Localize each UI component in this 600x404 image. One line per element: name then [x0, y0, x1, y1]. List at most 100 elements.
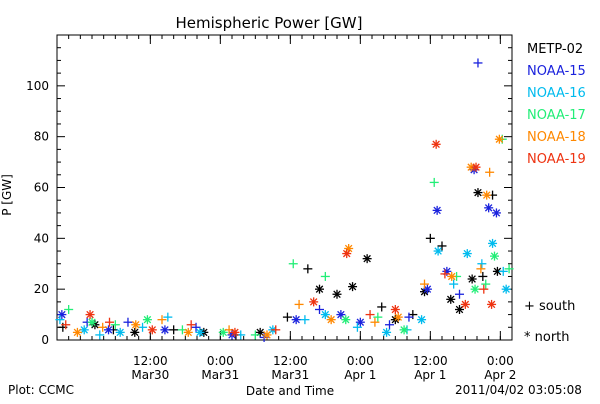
point-south — [303, 264, 313, 274]
x-tick-sublabel: Apr 2 — [484, 368, 516, 382]
point-south — [320, 271, 330, 281]
point-south — [282, 312, 292, 322]
y-tick-label: 40 — [34, 231, 49, 245]
series-noaa-16 — [55, 238, 511, 340]
point-south — [504, 264, 514, 274]
point-south — [429, 177, 439, 187]
point-north — [341, 315, 351, 325]
point-north — [470, 284, 480, 294]
point-north — [85, 310, 95, 320]
point-south — [95, 330, 105, 340]
point-north — [393, 312, 403, 322]
point-south — [485, 167, 495, 177]
point-south — [455, 289, 464, 299]
x-tick-label: 0:00 — [487, 354, 514, 368]
point-north — [255, 327, 265, 337]
series-noaa-15 — [57, 58, 501, 342]
x-tick-label: 12:00 — [273, 354, 308, 368]
plot-credit: Plot: CCMC — [8, 383, 74, 397]
x-tick-label: 0:00 — [207, 354, 234, 368]
point-south — [55, 315, 65, 325]
y-axis-label: P [GW] — [0, 174, 14, 216]
point-south — [473, 58, 483, 68]
point-north — [487, 299, 497, 309]
point-south — [186, 320, 196, 330]
point-north — [446, 294, 456, 304]
point-north — [355, 317, 365, 327]
point-north — [491, 208, 501, 218]
point-south — [440, 269, 450, 279]
x-tick-label: 12:00 — [133, 354, 168, 368]
x-tick-sublabel: Apr 1 — [414, 368, 446, 382]
point-south — [437, 241, 447, 251]
series-noaa-17 — [64, 134, 514, 340]
point-north — [79, 325, 89, 335]
point-north — [348, 282, 358, 292]
point-north — [230, 327, 240, 337]
legend-north-key: * north — [524, 330, 570, 345]
point-south — [157, 315, 167, 325]
point-north — [462, 249, 472, 259]
point-north — [447, 271, 457, 281]
point-north — [494, 134, 504, 144]
y-tick-label: 20 — [34, 282, 49, 296]
point-north — [417, 315, 427, 325]
point-north — [482, 190, 492, 200]
y-tick-label: 100 — [26, 79, 49, 93]
point-north — [490, 251, 499, 261]
point-south — [377, 302, 387, 312]
point-north — [471, 162, 481, 172]
plot-frame — [56, 34, 513, 341]
footer-timestamp: 2011/04/02 03:05:08 — [455, 383, 582, 397]
point-south — [138, 322, 148, 332]
point-north — [87, 317, 97, 327]
point-south — [498, 266, 508, 276]
point-north — [115, 327, 125, 337]
point-north — [467, 274, 477, 284]
point-north — [390, 305, 400, 314]
point-north — [362, 254, 372, 264]
point-south — [61, 320, 71, 330]
point-south — [288, 259, 298, 269]
legend-item-noaa-17: NOAA-17 — [527, 108, 586, 123]
y-tick-label: 60 — [34, 181, 49, 195]
y-tick-label: 80 — [34, 130, 49, 144]
point-north — [488, 238, 498, 248]
x-tick-sublabel: Mar30 — [131, 368, 169, 382]
point-north — [72, 327, 82, 337]
point-north — [326, 315, 336, 325]
point-south — [271, 325, 281, 335]
point-north — [262, 330, 272, 340]
point-north — [332, 289, 342, 299]
point-south — [105, 317, 114, 327]
point-north — [130, 327, 140, 337]
legend-item-noaa-16: NOAA-16 — [527, 86, 586, 101]
point-north — [492, 266, 502, 276]
point-south — [123, 317, 133, 327]
point-north — [160, 325, 170, 335]
point-south — [352, 322, 362, 332]
point-south — [420, 279, 429, 289]
point-south — [425, 233, 435, 243]
point-south — [449, 279, 459, 289]
x-axis-label: Date and Time — [246, 384, 334, 398]
point-north — [422, 284, 432, 294]
point-south — [365, 310, 375, 320]
marks-group — [55, 58, 514, 342]
axes-group: 02040608010012:00Mar300:00Mar3112:00Mar3… — [26, 34, 516, 382]
point-north — [432, 205, 442, 215]
x-tick-label: 12:00 — [413, 354, 448, 368]
point-south — [481, 279, 491, 289]
legend-item-noaa-15: NOAA-15 — [527, 64, 586, 79]
point-north — [309, 297, 319, 307]
legend-item-noaa-18: NOAA-18 — [527, 130, 586, 145]
point-north — [460, 299, 470, 309]
x-tick-sublabel: Mar31 — [271, 368, 309, 382]
point-south — [98, 322, 108, 332]
point-north — [183, 327, 193, 337]
y-tick-label: 0 — [41, 333, 49, 347]
point-north — [399, 325, 409, 335]
point-south — [370, 317, 380, 327]
point-south — [373, 312, 383, 322]
